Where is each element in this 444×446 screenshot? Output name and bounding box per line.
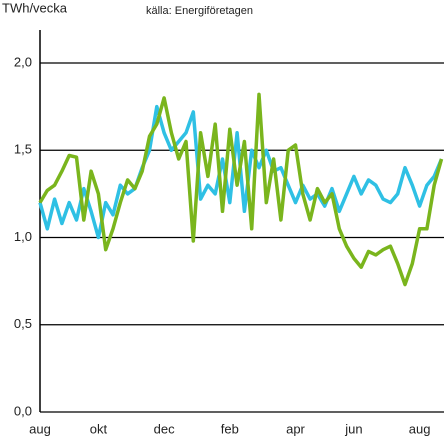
series-line [38,92,444,287]
x-tick-label: aug [409,421,431,436]
x-tick-label: aug [29,421,51,436]
y-tick-label: 0,5 [14,316,32,331]
y-tick-label: 0,0 [14,403,32,418]
x-tick-label: jun [344,421,362,436]
y-tick-label: 1,0 [14,229,32,244]
x-tick-label: okt [90,421,108,436]
x-tick-label: apr [286,421,305,436]
y-tick-label: 1,5 [14,142,32,157]
x-tick-label: dec [154,421,175,436]
x-tick-label: feb [221,421,239,436]
y-tick-label: 2,0 [14,54,32,69]
y-axis-label: TWh/vecka [2,0,68,15]
source: källa: Energiföretagen [146,5,253,17]
